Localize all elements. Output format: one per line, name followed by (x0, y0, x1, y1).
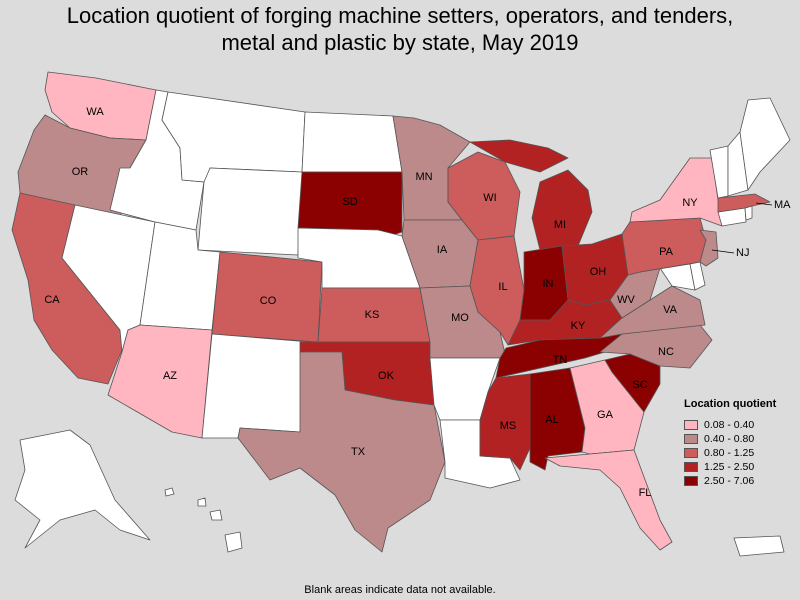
legend-title: Location quotient (684, 398, 777, 410)
label-AL: AL (545, 414, 558, 426)
state-MI[interactable] (469, 139, 593, 251)
label-OK: OK (378, 370, 395, 382)
legend-label: 0.80 - 1.25 (704, 447, 755, 459)
legend-swatch (684, 462, 698, 472)
legend-label: 0.40 - 0.80 (704, 433, 755, 445)
state-HI[interactable] (164, 487, 243, 553)
label-MO: MO (451, 312, 469, 324)
label-OR: OR (72, 166, 89, 178)
state-AK[interactable] (14, 429, 151, 549)
label-NC: NC (658, 346, 674, 358)
label-IA: IA (437, 244, 448, 256)
state-TX[interactable] (237, 351, 446, 553)
state-NY[interactable] (629, 157, 723, 227)
label-KS: KS (365, 309, 380, 321)
legend-item: 2.50 - 7.06 (684, 474, 796, 488)
label-VA: VA (663, 304, 678, 316)
state-PR[interactable] (733, 535, 785, 557)
label-MA: MA (774, 199, 791, 211)
label-CO: CO (260, 295, 277, 307)
state-ND[interactable] (301, 111, 403, 173)
map-title-line-1: Location quotient of forging machine set… (66, 3, 734, 28)
legend-swatch (684, 448, 698, 458)
map-title: Location quotient of forging machine set… (0, 2, 800, 56)
label-CA: CA (44, 294, 60, 306)
state-NJ[interactable] (699, 229, 719, 267)
label-MN: MN (415, 171, 432, 183)
label-TX: TX (351, 446, 366, 458)
state-FL[interactable] (544, 449, 673, 551)
legend-item: 0.80 - 1.25 (684, 446, 796, 460)
legend-item: 0.08 - 0.40 (684, 418, 796, 432)
state-ME[interactable] (739, 97, 791, 191)
label-KY: KY (571, 320, 586, 332)
label-SC: SC (632, 379, 647, 391)
state-WY[interactable] (197, 167, 303, 256)
state-NM[interactable] (201, 333, 311, 439)
label-WI: WI (483, 192, 496, 204)
leader-NJ (711, 249, 735, 254)
label-TN: TN (553, 354, 568, 366)
label-GA: GA (597, 409, 614, 421)
legend-label: 1.25 - 2.50 (704, 461, 755, 473)
leader-MA (755, 202, 773, 206)
label-OH: OH (590, 266, 607, 278)
legend-swatch (684, 420, 698, 430)
legend-item: 1.25 - 2.50 (684, 460, 796, 474)
state-MA[interactable] (717, 193, 771, 213)
label-MI: MI (554, 219, 566, 231)
label-WA: WA (86, 106, 104, 118)
label-IN: IN (543, 278, 554, 290)
state-MT[interactable] (161, 91, 306, 183)
label-SD: SD (342, 196, 357, 208)
label-AZ: AZ (163, 370, 177, 382)
label-IL: IL (498, 281, 507, 293)
legend-swatch (684, 476, 698, 486)
label-NY: NY (682, 197, 698, 209)
label-WV: WV (617, 294, 635, 306)
map-title-line-2: metal and plastic by state, May 2019 (221, 30, 579, 55)
legend-swatch (684, 434, 698, 444)
legend-label: 2.50 - 7.06 (704, 475, 755, 487)
label-NJ: NJ (736, 247, 749, 259)
label-PA: PA (659, 246, 674, 258)
footnote: Blank areas indicate data not available. (304, 584, 496, 596)
legend-label: 0.08 - 0.40 (704, 419, 755, 431)
label-MS: MS (500, 420, 517, 432)
label-FL: FL (639, 487, 652, 499)
legend: Location quotient 0.08 - 0.40 0.40 - 0.8… (684, 398, 796, 488)
legend-item: 0.40 - 0.80 (684, 432, 796, 446)
